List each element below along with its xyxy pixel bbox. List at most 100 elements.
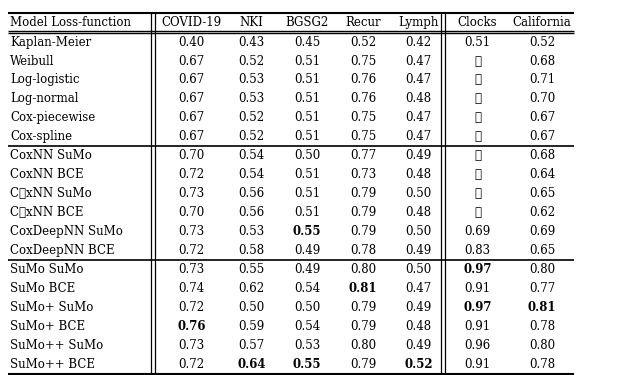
Text: 0.50: 0.50 [294, 301, 321, 314]
Text: SuMo+ SuMo: SuMo+ SuMo [10, 301, 93, 314]
Text: 0.65: 0.65 [529, 244, 556, 257]
Text: SuMo++ SuMo: SuMo++ SuMo [10, 339, 104, 352]
Text: Log-normal: Log-normal [10, 92, 79, 105]
Text: 0.64: 0.64 [529, 168, 556, 181]
Text: 0.67: 0.67 [179, 54, 205, 68]
Text: 0.77: 0.77 [349, 149, 376, 162]
Text: 0.52: 0.52 [239, 130, 264, 143]
Text: 0.55: 0.55 [293, 225, 321, 238]
Text: 0.97: 0.97 [463, 301, 492, 314]
Text: 0.77: 0.77 [529, 282, 556, 295]
Text: 0.43: 0.43 [238, 36, 265, 49]
Text: 0.48: 0.48 [406, 206, 431, 219]
Text: 0.50: 0.50 [294, 149, 321, 162]
Text: 0.97: 0.97 [463, 263, 492, 276]
Text: 0.54: 0.54 [294, 282, 321, 295]
Text: 0.73: 0.73 [179, 263, 205, 276]
Text: CoxNN SuMo: CoxNN SuMo [10, 149, 92, 162]
Text: 0.67: 0.67 [529, 111, 556, 125]
Text: 0.48: 0.48 [406, 168, 431, 181]
Text: 0.52: 0.52 [239, 111, 264, 125]
Text: ∅: ∅ [474, 54, 481, 68]
Text: 0.48: 0.48 [406, 92, 431, 105]
Text: SuMo++ BCE: SuMo++ BCE [10, 357, 95, 370]
Text: 0.83: 0.83 [465, 244, 490, 257]
Text: 0.42: 0.42 [406, 36, 431, 49]
Text: 0.52: 0.52 [350, 36, 376, 49]
Text: CoxDeepNN BCE: CoxDeepNN BCE [10, 244, 115, 257]
Text: 0.53: 0.53 [238, 92, 265, 105]
Text: 0.52: 0.52 [239, 54, 264, 68]
Text: 0.73: 0.73 [179, 339, 205, 352]
Text: 0.65: 0.65 [529, 187, 556, 200]
Text: 0.52: 0.52 [529, 36, 555, 49]
Text: 0.47: 0.47 [405, 54, 432, 68]
Text: ∅: ∅ [474, 130, 481, 143]
Text: 0.51: 0.51 [294, 54, 320, 68]
Text: CⓈxNN SuMo: CⓈxNN SuMo [10, 187, 92, 200]
Text: 0.53: 0.53 [238, 225, 265, 238]
Text: COVID-19: COVID-19 [162, 16, 221, 29]
Text: 0.71: 0.71 [529, 74, 555, 87]
Text: 0.49: 0.49 [405, 244, 432, 257]
Text: 0.49: 0.49 [405, 149, 432, 162]
Text: 0.50: 0.50 [238, 301, 265, 314]
Text: 0.70: 0.70 [529, 92, 556, 105]
Text: ∅: ∅ [474, 111, 481, 125]
Text: Lymph: Lymph [398, 16, 439, 29]
Text: 0.47: 0.47 [405, 74, 432, 87]
Text: Clocks: Clocks [458, 16, 497, 29]
Text: 0.51: 0.51 [294, 92, 320, 105]
Text: 0.68: 0.68 [529, 149, 555, 162]
Text: 0.69: 0.69 [529, 225, 556, 238]
Text: 0.67: 0.67 [179, 130, 205, 143]
Text: 0.70: 0.70 [179, 149, 205, 162]
Text: ∅: ∅ [474, 206, 481, 219]
Text: 0.72: 0.72 [179, 357, 205, 370]
Text: 0.75: 0.75 [349, 54, 376, 68]
Text: 0.76: 0.76 [349, 92, 376, 105]
Text: 0.54: 0.54 [238, 168, 265, 181]
Text: 0.79: 0.79 [349, 357, 376, 370]
Text: 0.72: 0.72 [179, 168, 205, 181]
Text: 0.58: 0.58 [239, 244, 264, 257]
Text: 0.73: 0.73 [349, 168, 376, 181]
Text: 0.75: 0.75 [349, 130, 376, 143]
Text: 0.49: 0.49 [405, 339, 432, 352]
Text: 0.78: 0.78 [350, 244, 376, 257]
Text: 0.76: 0.76 [177, 320, 206, 333]
Text: 0.72: 0.72 [179, 301, 205, 314]
Text: 0.91: 0.91 [465, 282, 490, 295]
Text: SuMo BCE: SuMo BCE [10, 282, 76, 295]
Text: 0.78: 0.78 [529, 320, 555, 333]
Text: CoxNN BCE: CoxNN BCE [10, 168, 84, 181]
Text: CⓈxNN BCE: CⓈxNN BCE [10, 206, 84, 219]
Text: 0.50: 0.50 [405, 225, 432, 238]
Text: 0.72: 0.72 [179, 244, 205, 257]
Text: Recur: Recur [345, 16, 381, 29]
Text: 0.51: 0.51 [294, 111, 320, 125]
Text: 0.51: 0.51 [465, 36, 490, 49]
Text: 0.56: 0.56 [238, 187, 265, 200]
Text: 0.50: 0.50 [405, 187, 432, 200]
Text: 0.96: 0.96 [464, 339, 491, 352]
Text: NKI: NKI [239, 16, 264, 29]
Text: 0.59: 0.59 [238, 320, 265, 333]
Text: SuMo+ BCE: SuMo+ BCE [10, 320, 85, 333]
Text: 0.49: 0.49 [294, 244, 321, 257]
Text: 0.51: 0.51 [294, 187, 320, 200]
Text: 0.68: 0.68 [529, 54, 555, 68]
Text: 0.48: 0.48 [406, 320, 431, 333]
Text: 0.69: 0.69 [464, 225, 491, 238]
Text: 0.81: 0.81 [349, 282, 377, 295]
Text: 0.56: 0.56 [238, 206, 265, 219]
Text: 0.51: 0.51 [294, 168, 320, 181]
Text: 0.54: 0.54 [294, 320, 321, 333]
Text: 0.49: 0.49 [294, 263, 321, 276]
Text: 0.47: 0.47 [405, 130, 432, 143]
Text: 0.49: 0.49 [405, 301, 432, 314]
Text: 0.40: 0.40 [179, 36, 205, 49]
Text: 0.70: 0.70 [179, 206, 205, 219]
Text: 0.51: 0.51 [294, 206, 320, 219]
Text: Kaplan-Meier: Kaplan-Meier [10, 36, 92, 49]
